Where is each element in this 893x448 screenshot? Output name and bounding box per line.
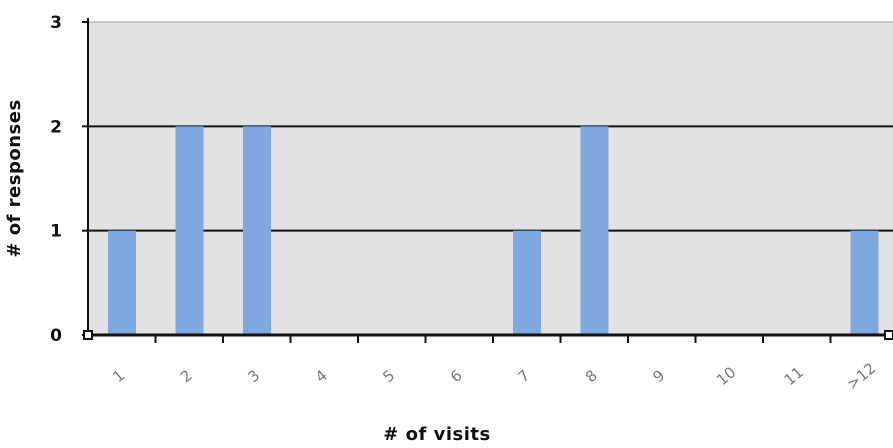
x-tick-label: 1	[109, 366, 128, 386]
x-tick-label: 2	[177, 366, 196, 386]
bar	[175, 126, 204, 335]
x-tick-label: 7	[514, 366, 533, 386]
x-tick-labels: 1 2 3 4 5 6 7 8 9 10 11 >12	[109, 359, 879, 393]
x-tick-label: 5	[379, 366, 398, 386]
bar	[580, 126, 609, 335]
y-tick-labels: 0 1 2 3	[50, 13, 62, 346]
x-axis-title: # of visits	[383, 424, 490, 445]
y-tick-label: 0	[50, 326, 62, 346]
y-tick-label: 3	[50, 13, 62, 33]
bar	[243, 126, 271, 335]
axis-handle	[884, 330, 893, 340]
axes	[82, 18, 893, 343]
y-tick-label: 2	[50, 117, 62, 137]
x-tick-label: 11	[781, 363, 807, 389]
x-tick-label: 10	[713, 363, 739, 389]
axis-handle	[83, 330, 93, 340]
y-axis-title: # of responses	[4, 99, 25, 257]
x-tick-label: 9	[649, 366, 668, 386]
bar	[850, 230, 879, 335]
x-tick-label: 6	[447, 366, 466, 386]
x-tick-label: 3	[244, 366, 263, 386]
y-tick-label: 1	[50, 222, 62, 242]
x-tick-label: >12	[843, 359, 879, 393]
plot-area	[88, 22, 893, 335]
bar	[108, 230, 136, 335]
gridlines	[88, 21, 893, 232]
x-tick-label: 8	[582, 366, 601, 386]
bar	[513, 230, 541, 335]
x-tick-label: 4	[312, 366, 331, 386]
bars	[108, 126, 879, 335]
